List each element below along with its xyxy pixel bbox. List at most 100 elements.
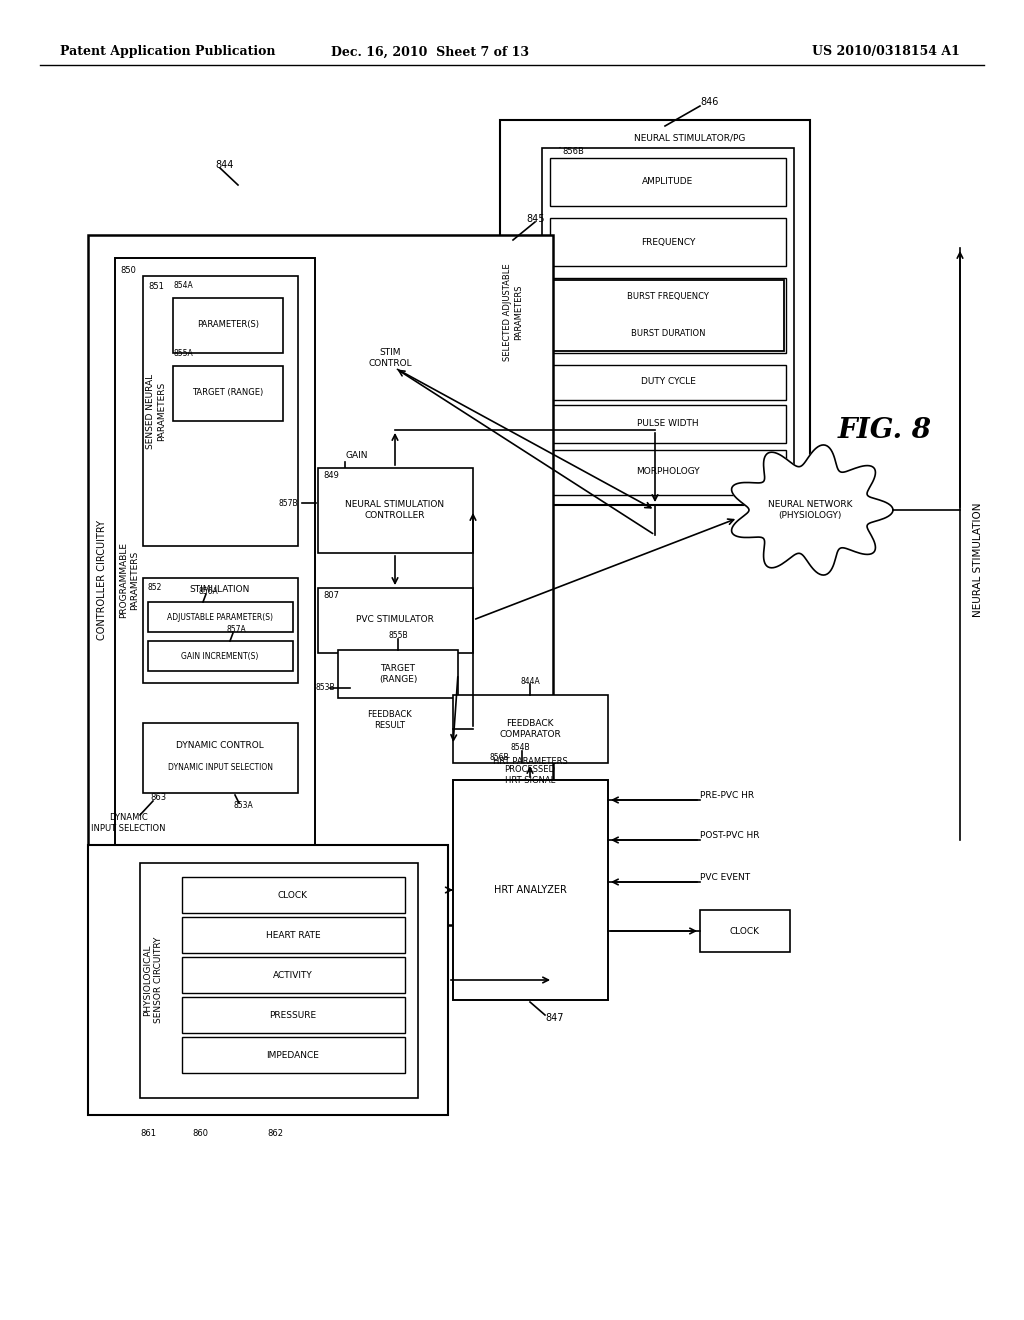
Bar [453, 696, 608, 763]
Text: 857A: 857A [226, 626, 246, 635]
Text: 860: 860 [193, 1129, 208, 1138]
Bar [318, 587, 473, 653]
Text: 807: 807 [323, 590, 339, 599]
Text: CLOCK: CLOCK [730, 927, 760, 936]
Bar [552, 280, 784, 351]
Bar [550, 218, 786, 267]
Text: DUTY CYCLE: DUTY CYCLE [641, 378, 695, 387]
Text: 850: 850 [120, 267, 136, 275]
Bar [550, 366, 786, 400]
Bar [318, 469, 473, 553]
Bar [148, 602, 293, 632]
Text: US 2010/0318154 A1: US 2010/0318154 A1 [812, 45, 961, 58]
Text: Dec. 16, 2010  Sheet 7 of 13: Dec. 16, 2010 Sheet 7 of 13 [331, 45, 529, 58]
Text: 853B: 853B [315, 684, 335, 693]
Polygon shape [731, 445, 893, 576]
Text: DYNAMIC
INPUT SELECTION: DYNAMIC INPUT SELECTION [91, 813, 165, 833]
Bar [338, 649, 458, 698]
Bar [148, 642, 293, 671]
Text: 856A: 856A [198, 586, 218, 595]
Bar [143, 578, 298, 682]
Text: 855A: 855A [173, 350, 193, 359]
Text: 857B: 857B [279, 499, 298, 507]
Text: BURST DURATION: BURST DURATION [631, 330, 706, 338]
Bar [182, 957, 406, 993]
Bar [143, 276, 298, 546]
Text: 854A: 854A [173, 281, 193, 290]
Text: CONTROLLER CIRCUITRY: CONTROLLER CIRCUITRY [97, 520, 106, 640]
Text: FREQUENCY: FREQUENCY [641, 238, 695, 247]
Text: NEURAL NETWORK
(PHYSIOLOGY): NEURAL NETWORK (PHYSIOLOGY) [768, 500, 852, 520]
Text: PROGRAMMABLE
PARAMETERS: PROGRAMMABLE PARAMETERS [120, 543, 138, 618]
Text: NEURAL STIMULATION
CONTROLLER: NEURAL STIMULATION CONTROLLER [345, 500, 444, 520]
Bar [550, 279, 786, 352]
Bar [88, 845, 449, 1115]
Text: PROCESSED
HRT SIGNAL: PROCESSED HRT SIGNAL [505, 766, 555, 784]
Text: 845: 845 [526, 214, 545, 224]
Text: MORPHOLOGY: MORPHOLOGY [636, 467, 699, 477]
Text: PARAMETER(S): PARAMETER(S) [197, 321, 259, 330]
Bar [88, 235, 553, 925]
Text: HRT ANALYZER: HRT ANALYZER [494, 884, 566, 895]
Bar [115, 257, 315, 903]
Text: DYNAMIC INPUT SELECTION: DYNAMIC INPUT SELECTION [168, 763, 272, 772]
Text: 853A: 853A [233, 801, 253, 810]
Bar [453, 780, 608, 1001]
Bar [550, 450, 786, 495]
Bar [542, 148, 794, 491]
Bar [182, 1038, 406, 1073]
Text: HRT PARAMETERS: HRT PARAMETERS [493, 758, 567, 767]
Bar [550, 158, 786, 206]
Bar [182, 997, 406, 1034]
Bar [140, 863, 418, 1098]
Text: POST-PVC HR: POST-PVC HR [700, 830, 760, 840]
Text: FEEDBACK
RESULT: FEEDBACK RESULT [368, 710, 413, 730]
Text: PRESSURE: PRESSURE [269, 1011, 316, 1019]
Text: PHYSIOLOGICAL
SENSOR CIRCUITRY: PHYSIOLOGICAL SENSOR CIRCUITRY [143, 937, 163, 1023]
Bar [173, 298, 283, 352]
Text: FEEDBACK
COMPARATOR: FEEDBACK COMPARATOR [499, 719, 561, 739]
Text: 861: 861 [140, 1129, 156, 1138]
Text: CLOCK: CLOCK [278, 891, 308, 899]
Text: SELECTED ADJUSTABLE
PARAMETERS: SELECTED ADJUSTABLE PARAMETERS [504, 263, 522, 360]
Text: IMPEDANCE: IMPEDANCE [266, 1051, 319, 1060]
Bar [143, 723, 298, 793]
Text: 849: 849 [323, 470, 339, 479]
Text: 855B: 855B [388, 631, 408, 640]
Text: 863: 863 [150, 792, 166, 801]
Text: 854B: 854B [510, 743, 529, 752]
Text: ACTIVITY: ACTIVITY [273, 970, 313, 979]
Text: 844A: 844A [520, 676, 540, 685]
Text: 846: 846 [700, 96, 719, 107]
Text: 851: 851 [148, 282, 164, 290]
Bar [182, 917, 406, 953]
Text: STIM
CONTROL: STIM CONTROL [369, 348, 412, 368]
Text: 856B: 856B [562, 148, 584, 157]
Bar [182, 876, 406, 913]
Text: TARGET (RANGE): TARGET (RANGE) [193, 388, 263, 397]
Text: 847: 847 [546, 1012, 564, 1023]
Text: AMPLITUDE: AMPLITUDE [642, 177, 693, 186]
Text: HEART RATE: HEART RATE [265, 931, 321, 940]
Text: TARGET
(RANGE): TARGET (RANGE) [379, 664, 417, 684]
Text: GAIN: GAIN [345, 450, 368, 459]
Text: STIMULATION: STIMULATION [189, 586, 250, 594]
Text: FIG. 8: FIG. 8 [838, 417, 932, 444]
Bar [700, 909, 790, 952]
Text: 862: 862 [267, 1129, 283, 1138]
Text: PVC STIMULATOR: PVC STIMULATOR [356, 615, 434, 624]
Text: BURST FREQUENCY: BURST FREQUENCY [627, 292, 709, 301]
Bar [173, 366, 283, 421]
Bar [550, 405, 786, 444]
Text: NEURAL STIMULATOR/PG: NEURAL STIMULATOR/PG [634, 133, 745, 143]
Text: 856B: 856B [490, 754, 510, 763]
Text: ADJUSTABLE PARAMETER(S): ADJUSTABLE PARAMETER(S) [167, 612, 273, 622]
Text: PULSE WIDTH: PULSE WIDTH [637, 420, 698, 429]
Text: GAIN INCREMENT(S): GAIN INCREMENT(S) [181, 652, 259, 660]
Text: Patent Application Publication: Patent Application Publication [60, 45, 275, 58]
Text: PRE-PVC HR: PRE-PVC HR [700, 791, 754, 800]
Bar [500, 120, 810, 506]
Text: SENSED NEURAL
PARAMETERS: SENSED NEURAL PARAMETERS [146, 374, 166, 449]
Text: DYNAMIC CONTROL: DYNAMIC CONTROL [176, 742, 264, 751]
Text: 852: 852 [148, 583, 163, 591]
